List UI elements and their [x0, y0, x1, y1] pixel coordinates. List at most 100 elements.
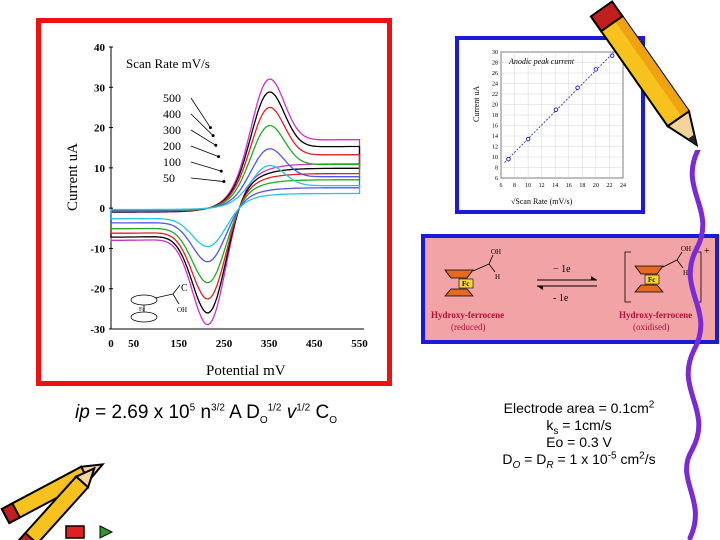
- cv-xtick-label: 150: [171, 338, 188, 350]
- cv-series-curve: [110, 124, 361, 284]
- cv-ytick-label: 20: [94, 123, 106, 135]
- ip-data-point: [553, 107, 559, 112]
- cv-xtick-label: 50: [128, 338, 140, 350]
- cv-legend-pointer-dot: [219, 169, 223, 173]
- ip-xtick-label: 8: [513, 183, 516, 189]
- cv-series-curve: [110, 148, 361, 263]
- cv-xtick-label: 550: [351, 338, 368, 350]
- ip-ytick-label: 6: [495, 176, 498, 182]
- ip-ylabel: Current uA: [472, 86, 481, 122]
- ip-xlabel: √Scan Rate (mV/s): [511, 197, 573, 206]
- param-ks: ks = 1cm/s: [546, 417, 612, 437]
- cv-legend-pointer: [190, 177, 224, 182]
- ip-data-point: [609, 53, 615, 58]
- ip-data-point: [575, 85, 580, 90]
- ip-ytick-label: 8: [495, 166, 498, 172]
- ip-xtick-label: 14: [552, 183, 558, 189]
- ip-ytick-label: 10: [492, 155, 498, 161]
- cv-legend-pointer-dot: [211, 134, 215, 138]
- cv-series-curve: [110, 164, 361, 248]
- reduced-h: H: [495, 273, 500, 281]
- param-electrode-area: Electrode area = 0.1cm2: [503, 399, 655, 416]
- pencils-clipart-bottom-left: [0, 463, 114, 540]
- cv-ytick-label: 10: [94, 163, 106, 175]
- cv-legend-pointer: [190, 113, 214, 136]
- ip-data-point: [506, 156, 511, 162]
- ip-ytick-label: 20: [492, 103, 498, 109]
- pencil-clipart-top-right: [589, 0, 699, 148]
- reduced-oh: OH: [491, 248, 501, 256]
- cv-chart-frame: 500 400 300 200 100 50 40 30 20 10 0 -10 -20 -30 0 50 1…: [36, 18, 392, 386]
- ip-xtick-label: 16: [566, 183, 572, 189]
- ip-ytick-label: 30: [492, 50, 498, 56]
- cv-legend-pointer: [190, 129, 217, 146]
- ip-ytick-label: 28: [492, 61, 498, 67]
- cv-title: Scan Rate mV/s: [126, 56, 210, 71]
- cv-xtick-label: 350: [261, 338, 278, 350]
- equilibrium-arrows: − 1e - 1e: [537, 264, 597, 304]
- cv-legend-label: 400: [163, 107, 181, 121]
- ip-title: Anodic peak current: [508, 57, 575, 66]
- cv-legend-pointer: [190, 161, 222, 172]
- reaction-scheme: Fc OH H − 1e - 1e Fc OH H + H: [431, 245, 710, 332]
- squiggle-decoration: [684, 150, 706, 540]
- ip-xtick-label: 10: [525, 183, 531, 189]
- oxidised-state: (oxidised): [633, 322, 670, 332]
- cv-series-curve: [110, 106, 361, 300]
- molecule-fc: Fc: [139, 307, 145, 313]
- ferrocene-molecule-sketch: C OH Fc: [130, 283, 188, 323]
- ip-xtick-label: 22: [606, 183, 612, 189]
- cv-ytick-label: 40: [94, 42, 106, 54]
- cv-ylabel: Current uA: [65, 143, 81, 211]
- molecule-c: C: [181, 283, 188, 294]
- cv-legend-label: 500: [163, 91, 181, 105]
- parameter-list: Electrode area = 0.1cm2 ks = 1cm/s Eo = …: [470, 399, 688, 471]
- oxidised-h: H: [683, 269, 688, 277]
- ip-xtick-label: 20: [593, 183, 599, 189]
- cv-ytick-label: -30: [90, 324, 105, 336]
- ip-ytick-label: 16: [492, 124, 498, 130]
- backward-electron: - 1e: [553, 293, 569, 304]
- cv-legend-label: 50: [163, 171, 175, 185]
- cv-xlabel: Potential mV: [206, 363, 286, 379]
- cv-ytick-label: 30: [94, 82, 106, 94]
- cv-legend-pointer-dot: [217, 155, 221, 159]
- reduced-label: Hydroxy-ferrocene: [431, 310, 504, 320]
- ip-ytick-label: 18: [492, 113, 498, 119]
- cv-xtick-label: 0: [108, 338, 114, 350]
- ip-ytick-label: 14: [492, 134, 498, 140]
- cv-ytick-label: 0: [100, 203, 106, 215]
- ip-xtick-label: 6: [500, 183, 503, 189]
- cv-ytick-label: -20: [90, 284, 105, 296]
- ip-ytick-label: 24: [492, 82, 498, 88]
- sharpener-icon: [65, 525, 114, 539]
- oxidised-fc: Fc: [648, 276, 655, 284]
- ip-xtick-label: 18: [579, 183, 585, 189]
- ip-xtick-label: 12: [539, 183, 545, 189]
- redox-reaction-panel: Fc OH H − 1e - 1e Fc OH H + H: [421, 234, 719, 344]
- ip-xtick-label: 24: [620, 183, 626, 189]
- cv-legend-label: 300: [163, 123, 181, 137]
- pencil-icon: [589, 0, 699, 148]
- reduced-fc: Fc: [462, 280, 469, 288]
- cv-legend-label: 100: [163, 155, 181, 169]
- param-eo: Eo = 0.3 V: [546, 434, 612, 450]
- ip-ytick-label: 22: [492, 92, 498, 98]
- cv-legend-pointer-dot: [208, 126, 212, 130]
- molecule-oh: OH: [177, 306, 187, 314]
- cv-xtick-label: 450: [306, 338, 323, 350]
- ferrocene-reduced-molecule: Fc OH H: [444, 248, 501, 297]
- ip-data-point: [525, 136, 531, 142]
- ip-fit-line: [504, 52, 614, 163]
- cv-series-curve: [110, 91, 361, 314]
- param-diffusion: DO = DR = 1 x 10-5 cm2/s: [502, 450, 656, 471]
- oxidised-label: Hydroxy-ferrocene: [619, 310, 692, 320]
- anodic-peak-chart: 6 8 10 12 14 16 18 20 22 24 26 28 30 6 8 10 12 14 16 18 20 22…: [472, 50, 626, 206]
- ip-ytick-label: 12: [492, 145, 498, 151]
- oxidised-oh: OH: [681, 245, 691, 253]
- cv-legend-pointer-dot: [222, 180, 226, 184]
- cv-ytick-label: -10: [90, 243, 105, 255]
- charge-plus: +: [704, 246, 710, 257]
- randles-sevcik-equation: ip = 2.69 x 105 n3/2 A DO1/2 v1/2 CO: [75, 402, 337, 426]
